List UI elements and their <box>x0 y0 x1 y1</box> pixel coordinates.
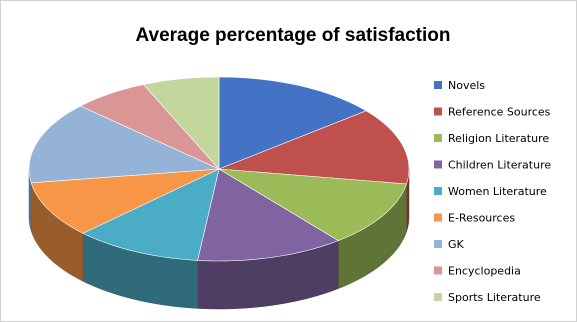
legend-item-reference-sources: Reference Sources <box>434 106 551 119</box>
pie-slice-children-literature <box>197 168 339 262</box>
legend-item-encyclopedia: Encyclopedia <box>434 265 521 278</box>
pie-slices <box>28 76 410 310</box>
pie-slice-novels <box>218 76 367 170</box>
legend-swatch <box>434 107 442 116</box>
pie-top-faces <box>28 76 410 262</box>
legend-swatch <box>434 213 442 222</box>
legend-item-children-literature: Children Literature <box>434 159 551 172</box>
legend-label: Reference Sources <box>448 106 551 119</box>
legend-swatch <box>434 187 442 195</box>
legend-swatch <box>434 134 442 142</box>
pie-slice-encyclopedia <box>79 84 220 170</box>
legend-item-women-literature: Women Literature <box>434 185 547 198</box>
chart-title: Average percentage of satisfaction <box>135 25 450 46</box>
legend-label: Novels <box>448 79 485 92</box>
legend-label: Religion Literature <box>448 132 549 145</box>
legend-swatch <box>434 81 442 89</box>
pie-slice-women-literature <box>82 168 220 261</box>
legend: Novels Reference Sources Religion Literatu… <box>434 79 551 304</box>
pie-slice-religion-literature <box>218 168 407 241</box>
legend-label: GK <box>448 238 465 251</box>
pie-slice-gk <box>28 105 220 184</box>
pie-slice-e-resources <box>30 168 220 234</box>
legend-swatch <box>434 240 442 248</box>
legend-item-religion-literature: Religion Literature <box>434 132 549 145</box>
legend-label: Children Literature <box>448 159 551 172</box>
legend-item-gk: GK <box>434 238 465 251</box>
legend-item-e-resources: E-Resources <box>434 212 515 225</box>
legend-label: E-Resources <box>448 212 515 225</box>
pie-slice-reference-sources <box>218 110 410 185</box>
legend-label: Encyclopedia <box>448 265 521 278</box>
legend-swatch <box>434 160 442 169</box>
pie-slice-sports-literature <box>142 76 220 170</box>
legend-swatch <box>434 266 442 275</box>
legend-label: Sports Literature <box>448 291 541 304</box>
pie-side-walls <box>28 169 410 310</box>
legend-item-novels: Novels <box>434 79 485 92</box>
legend-item-sports-literature: Sports Literature <box>434 291 541 304</box>
legend-swatch <box>434 293 442 301</box>
legend-label: Women Literature <box>448 185 547 198</box>
